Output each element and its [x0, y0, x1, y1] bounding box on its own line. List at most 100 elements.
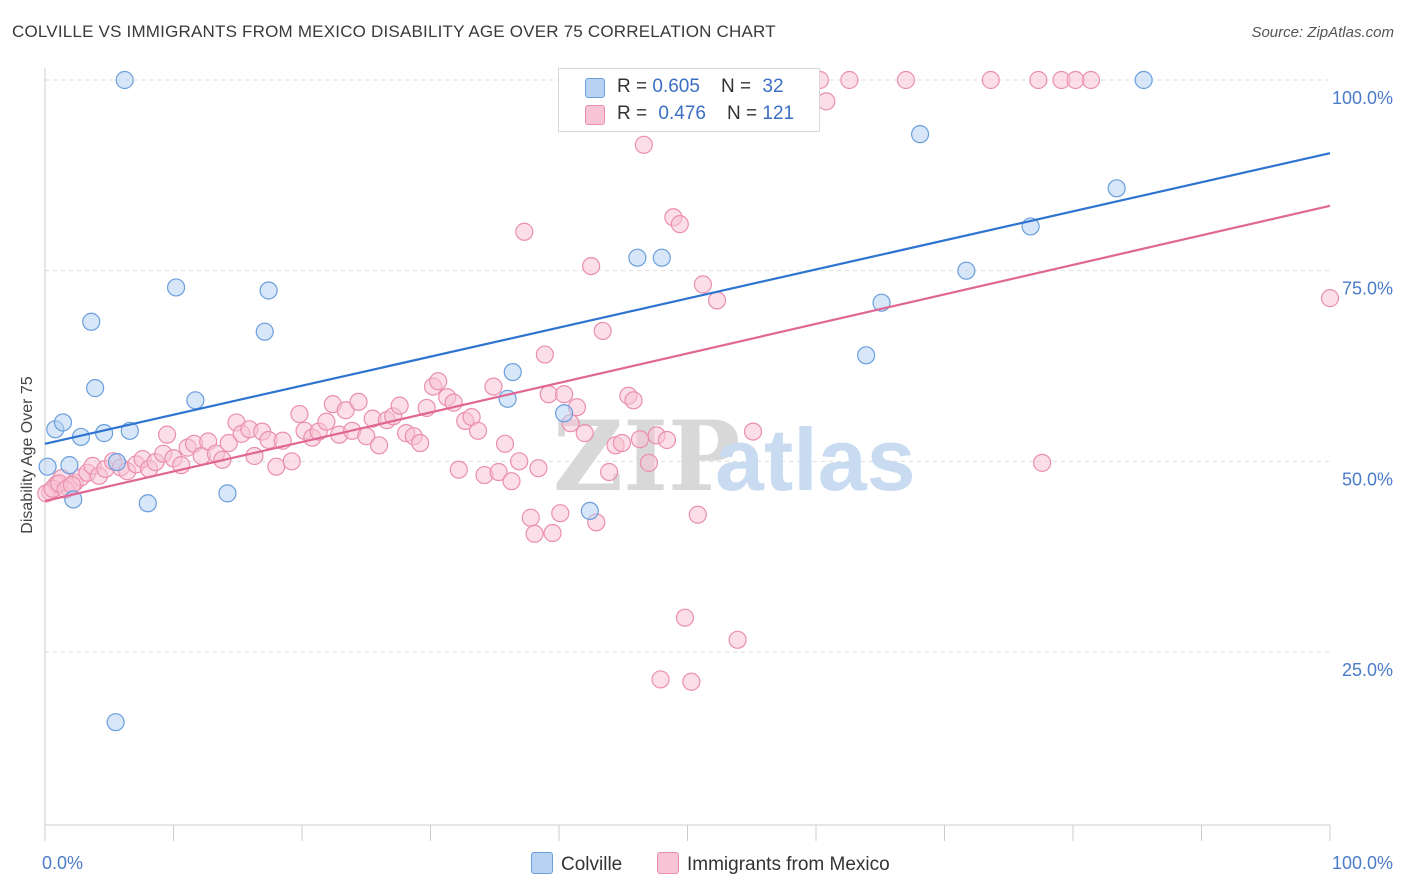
legend-swatch-mexico — [585, 105, 605, 125]
mexico-point-105 — [743, 422, 763, 441]
mexico-point-49 — [370, 436, 389, 455]
mexico-point-52 — [390, 396, 409, 415]
colville-point-8 — [95, 424, 114, 443]
mexico-point-76 — [539, 385, 558, 404]
mexico-point-75 — [535, 345, 554, 364]
bottom-swatch-mexico — [657, 852, 679, 874]
colville-point-9 — [106, 713, 125, 732]
series-immigrants-from-mexico-points — [37, 70, 1340, 691]
mexico-point-69 — [502, 472, 521, 491]
correlation-legend: R = 0.605 N = 32 R = 0.476 N = 121 — [558, 68, 820, 132]
colville-point-31 — [1134, 70, 1153, 90]
colville-point-11 — [115, 70, 134, 90]
mexico-point-99 — [675, 608, 695, 627]
y-tick-label-50: 50.0% — [1342, 469, 1393, 489]
colville-point-14 — [166, 278, 186, 297]
mexico-point-116 — [1066, 70, 1085, 90]
mexico-point-112 — [981, 70, 1000, 90]
colville-point-28 — [957, 261, 976, 280]
mexico-point-66 — [484, 377, 503, 396]
n-label: N = — [727, 103, 763, 124]
mexico-point-114 — [1033, 453, 1052, 472]
mexico-point-113 — [1029, 70, 1048, 90]
r-label: R = — [617, 76, 653, 97]
mexico-point-71 — [515, 222, 534, 241]
mexico-point-34 — [267, 457, 286, 476]
axes — [44, 68, 1331, 841]
colville-point-25 — [857, 346, 876, 365]
mexico-point-78 — [551, 504, 570, 523]
legend-swatch-colville — [585, 78, 605, 98]
mexico-point-111 — [896, 70, 916, 90]
bottom-legend-mexico: Immigrants from Mexico — [657, 852, 890, 876]
x-tick-label-100: 100.0% — [1332, 853, 1393, 873]
mexico-point-85 — [593, 321, 612, 341]
mexico-point-31 — [245, 446, 264, 466]
mexico-point-83 — [582, 256, 601, 276]
zipatlas-watermark: ZIP atlas — [553, 400, 916, 513]
r-value: 0.605 — [652, 76, 700, 97]
mexico-point-36 — [282, 452, 301, 471]
legend-stats-mexico: R = 0.476 N = 121 — [617, 103, 794, 125]
mexico-point-102 — [693, 275, 713, 294]
colville-point-7 — [86, 379, 105, 398]
mexico-point-74 — [529, 459, 548, 478]
bottom-swatch-colville — [531, 852, 553, 874]
trendline-colville — [44, 152, 1331, 445]
colville-point-3 — [60, 456, 79, 475]
mexico-point-79 — [555, 385, 574, 404]
y-tick-label-25: 25.0% — [1342, 660, 1393, 680]
mexico-point-109 — [817, 92, 836, 111]
mexico-point-110 — [840, 70, 859, 90]
mexico-point-77 — [543, 523, 562, 543]
mexico-point-82 — [575, 424, 594, 443]
bottom-legend-label-mexico: Immigrants from Mexico — [687, 854, 890, 875]
mexico-point-18 — [157, 425, 177, 444]
colville-point-2 — [53, 413, 73, 432]
mexico-point-91 — [630, 430, 650, 449]
colville-point-30 — [1107, 179, 1126, 198]
mexico-point-55 — [411, 433, 430, 453]
colville-point-20 — [503, 363, 522, 382]
mexico-point-98 — [670, 215, 689, 234]
colville-point-15 — [186, 391, 205, 410]
y-tick-label-100: 100.0% — [1332, 88, 1393, 108]
mexico-point-37 — [290, 404, 309, 424]
mexico-point-73 — [525, 524, 544, 543]
mexico-point-41 — [317, 412, 336, 431]
colville-point-21 — [555, 404, 574, 423]
x-tick-label-0: 0.0% — [42, 853, 83, 873]
colville-point-10 — [107, 452, 127, 472]
mexico-point-58 — [429, 372, 448, 391]
colville-point-18 — [259, 281, 278, 300]
mexico-point-27 — [219, 433, 238, 453]
watermark-atlas: atlas — [715, 410, 916, 509]
mexico-point-92 — [634, 135, 653, 154]
n-value: 32 — [762, 76, 784, 97]
mexico-point-67 — [489, 462, 508, 482]
bottom-legend-label-colville: Colville — [561, 854, 623, 875]
trend-lines — [44, 152, 1331, 503]
grid-lines — [45, 79, 1330, 653]
legend-stats-colville: R = 0.605 N = 32 — [617, 76, 784, 98]
mexico-point-90 — [624, 391, 643, 410]
colville-point-22 — [580, 501, 599, 521]
mexico-point-118 — [1320, 289, 1340, 308]
mexico-point-88 — [612, 433, 632, 453]
mexico-point-86 — [600, 462, 619, 482]
n-value: 121 — [762, 103, 795, 124]
colville-point-27 — [910, 125, 930, 144]
mexico-point-101 — [688, 505, 707, 524]
colville-point-6 — [82, 312, 101, 331]
mexico-point-64 — [468, 421, 488, 440]
colville-point-24 — [652, 248, 671, 267]
mexico-point-61 — [449, 460, 468, 479]
mexico-point-44 — [336, 401, 355, 420]
mexico-point-95 — [651, 670, 670, 689]
mexico-point-70 — [510, 452, 529, 471]
trendline-mexico — [44, 204, 1331, 503]
r-value: 0.476 — [658, 103, 706, 124]
bottom-legend-colville: Colville — [531, 852, 622, 876]
colville-point-0 — [38, 457, 57, 476]
colville-point-17 — [255, 322, 274, 341]
